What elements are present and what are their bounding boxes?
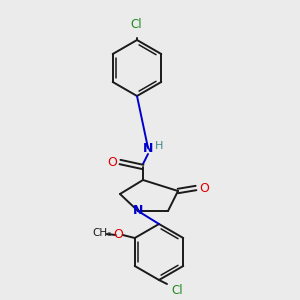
Text: N: N: [143, 142, 153, 154]
Text: Cl: Cl: [171, 284, 183, 296]
Text: O: O: [113, 229, 123, 242]
Text: N: N: [133, 205, 143, 218]
Text: O: O: [107, 155, 117, 169]
Text: Cl: Cl: [130, 18, 142, 31]
Text: CH₃: CH₃: [92, 228, 111, 238]
Text: H: H: [155, 141, 163, 151]
Text: O: O: [199, 182, 209, 194]
